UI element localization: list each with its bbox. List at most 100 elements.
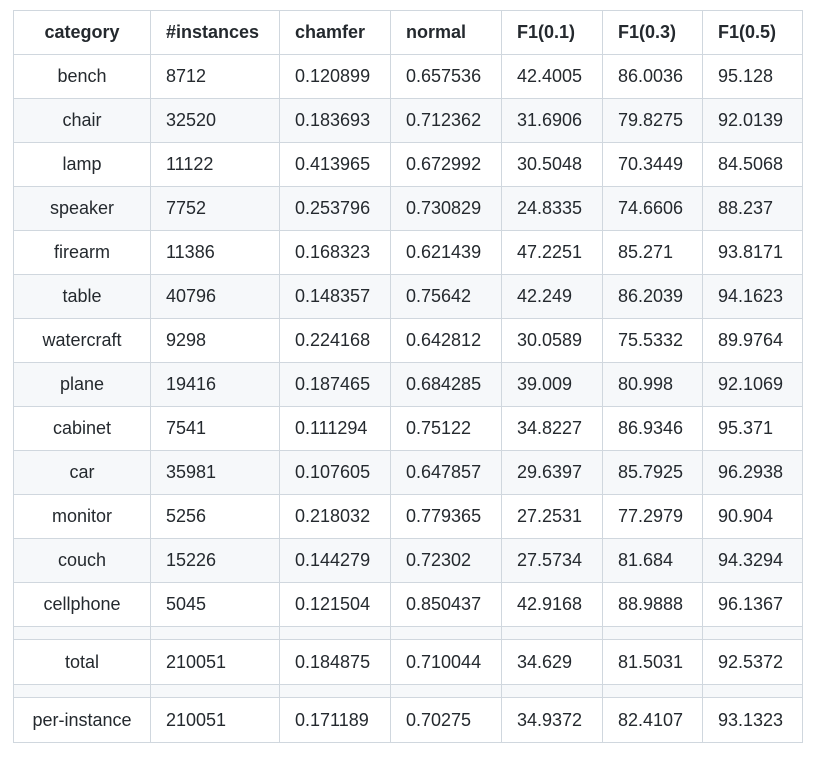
cell-f1-0-3: 85.271 — [602, 230, 703, 275]
spacer-cell — [702, 684, 803, 698]
cell-normal: 0.621439 — [390, 230, 502, 275]
cell-instances: 19416 — [150, 362, 280, 407]
cell-f1-0-3: 80.998 — [602, 362, 703, 407]
cell-instances: 8712 — [150, 54, 280, 99]
cell-instances: 7752 — [150, 186, 280, 231]
table-row: speaker 7752 0.253796 0.730829 24.8335 74.660… — [13, 186, 803, 231]
cell-instances: 40796 — [150, 274, 280, 319]
cell-normal: 0.672992 — [390, 142, 502, 187]
spacer-cell — [150, 684, 280, 698]
cell-chamfer: 0.121504 — [279, 582, 391, 627]
cell-normal: 0.730829 — [390, 186, 502, 231]
cell-category: cabinet — [13, 406, 151, 451]
cell-normal: 0.779365 — [390, 494, 502, 539]
cell-instances: 5256 — [150, 494, 280, 539]
cell-chamfer: 0.111294 — [279, 406, 391, 451]
cell-f1-0-5: 88.237 — [702, 186, 803, 231]
cell-normal: 0.642812 — [390, 318, 502, 363]
cell-chamfer: 0.184875 — [279, 639, 391, 685]
spacer-cell — [702, 626, 803, 640]
cell-f1-0-5: 92.0139 — [702, 98, 803, 143]
cell-normal: 0.75642 — [390, 274, 502, 319]
cell-f1-0-1: 27.5734 — [501, 538, 603, 583]
spacer-cell — [602, 626, 703, 640]
spacer-cell — [501, 684, 603, 698]
cell-instances: 15226 — [150, 538, 280, 583]
cell-f1-0-1: 42.249 — [501, 274, 603, 319]
cell-f1-0-5: 90.904 — [702, 494, 803, 539]
spacer-cell — [279, 684, 391, 698]
cell-f1-0-3: 82.4107 — [602, 697, 703, 743]
table-row: chair 32520 0.183693 0.712362 31.6906 79.8275… — [13, 98, 803, 143]
cell-category: couch — [13, 538, 151, 583]
cell-f1-0-1: 30.0589 — [501, 318, 603, 363]
spacer-cell — [602, 684, 703, 698]
table-row: plane 19416 0.187465 0.684285 39.009 80.998 92… — [13, 362, 803, 407]
spacer-cell — [13, 684, 151, 698]
table-row: watercraft 9298 0.224168 0.642812 30.0589 75.… — [13, 318, 803, 363]
cell-f1-0-5: 95.371 — [702, 406, 803, 451]
cell-category: lamp — [13, 142, 151, 187]
cell-normal: 0.72302 — [390, 538, 502, 583]
cell-category: chair — [13, 98, 151, 143]
table-row: car 35981 0.107605 0.647857 29.6397 85.7925 96… — [13, 450, 803, 495]
cell-category: speaker — [13, 186, 151, 231]
table-row: table 40796 0.148357 0.75642 42.249 86.2039 94… — [13, 274, 803, 319]
table-row: monitor 5256 0.218032 0.779365 27.2531 77.297… — [13, 494, 803, 539]
cell-normal: 0.657536 — [390, 54, 502, 99]
spacer-cell — [390, 626, 502, 640]
cell-f1-0-5: 84.5068 — [702, 142, 803, 187]
cell-f1-0-3: 75.5332 — [602, 318, 703, 363]
header-f1-0-5: F1(0.5) — [702, 10, 803, 55]
cell-f1-0-3: 70.3449 — [602, 142, 703, 187]
cell-normal: 0.75122 — [390, 406, 502, 451]
cell-f1-0-1: 34.9372 — [501, 697, 603, 743]
cell-category: table — [13, 274, 151, 319]
cell-instances: 210051 — [150, 639, 280, 685]
cell-chamfer: 0.168323 — [279, 230, 391, 275]
table-row: lamp 11122 0.413965 0.672992 30.5048 70.3449 8… — [13, 142, 803, 187]
cell-category: total — [13, 639, 151, 685]
cell-category: cellphone — [13, 582, 151, 627]
cell-f1-0-3: 77.2979 — [602, 494, 703, 539]
cell-f1-0-3: 86.0036 — [602, 54, 703, 99]
cell-f1-0-1: 24.8335 — [501, 186, 603, 231]
cell-chamfer: 0.413965 — [279, 142, 391, 187]
cell-f1-0-1: 42.9168 — [501, 582, 603, 627]
cell-f1-0-5: 94.1623 — [702, 274, 803, 319]
cell-normal: 0.712362 — [390, 98, 502, 143]
cell-chamfer: 0.107605 — [279, 450, 391, 495]
cell-instances: 7541 — [150, 406, 280, 451]
cell-f1-0-5: 96.2938 — [702, 450, 803, 495]
cell-chamfer: 0.144279 — [279, 538, 391, 583]
spacer-cell — [150, 626, 280, 640]
cell-chamfer: 0.148357 — [279, 274, 391, 319]
cell-category: per-instance — [13, 697, 151, 743]
cell-normal: 0.70275 — [390, 697, 502, 743]
cell-instances: 5045 — [150, 582, 280, 627]
per-instance-row: per-instance 210051 0.171189 0.70275 34.9372… — [13, 697, 803, 743]
cell-f1-0-5: 94.3294 — [702, 538, 803, 583]
cell-chamfer: 0.253796 — [279, 186, 391, 231]
cell-chamfer: 0.183693 — [279, 98, 391, 143]
cell-chamfer: 0.171189 — [279, 697, 391, 743]
header-normal: normal — [390, 10, 502, 55]
cell-chamfer: 0.187465 — [279, 362, 391, 407]
cell-f1-0-1: 29.6397 — [501, 450, 603, 495]
cell-category: car — [13, 450, 151, 495]
cell-instances: 210051 — [150, 697, 280, 743]
cell-instances: 32520 — [150, 98, 280, 143]
cell-category: watercraft — [13, 318, 151, 363]
spacer-row — [13, 684, 803, 698]
cell-instances: 35981 — [150, 450, 280, 495]
cell-f1-0-1: 30.5048 — [501, 142, 603, 187]
header-f1-0-1: F1(0.1) — [501, 10, 603, 55]
cell-normal: 0.850437 — [390, 582, 502, 627]
table-row: couch 15226 0.144279 0.72302 27.5734 81.684 94… — [13, 538, 803, 583]
cell-chamfer: 0.120899 — [279, 54, 391, 99]
cell-instances: 11386 — [150, 230, 280, 275]
cell-f1-0-3: 86.2039 — [602, 274, 703, 319]
header-category: category — [13, 10, 151, 55]
cell-category: bench — [13, 54, 151, 99]
header-row: category #instances chamfer normal F1(0.… — [13, 10, 803, 55]
